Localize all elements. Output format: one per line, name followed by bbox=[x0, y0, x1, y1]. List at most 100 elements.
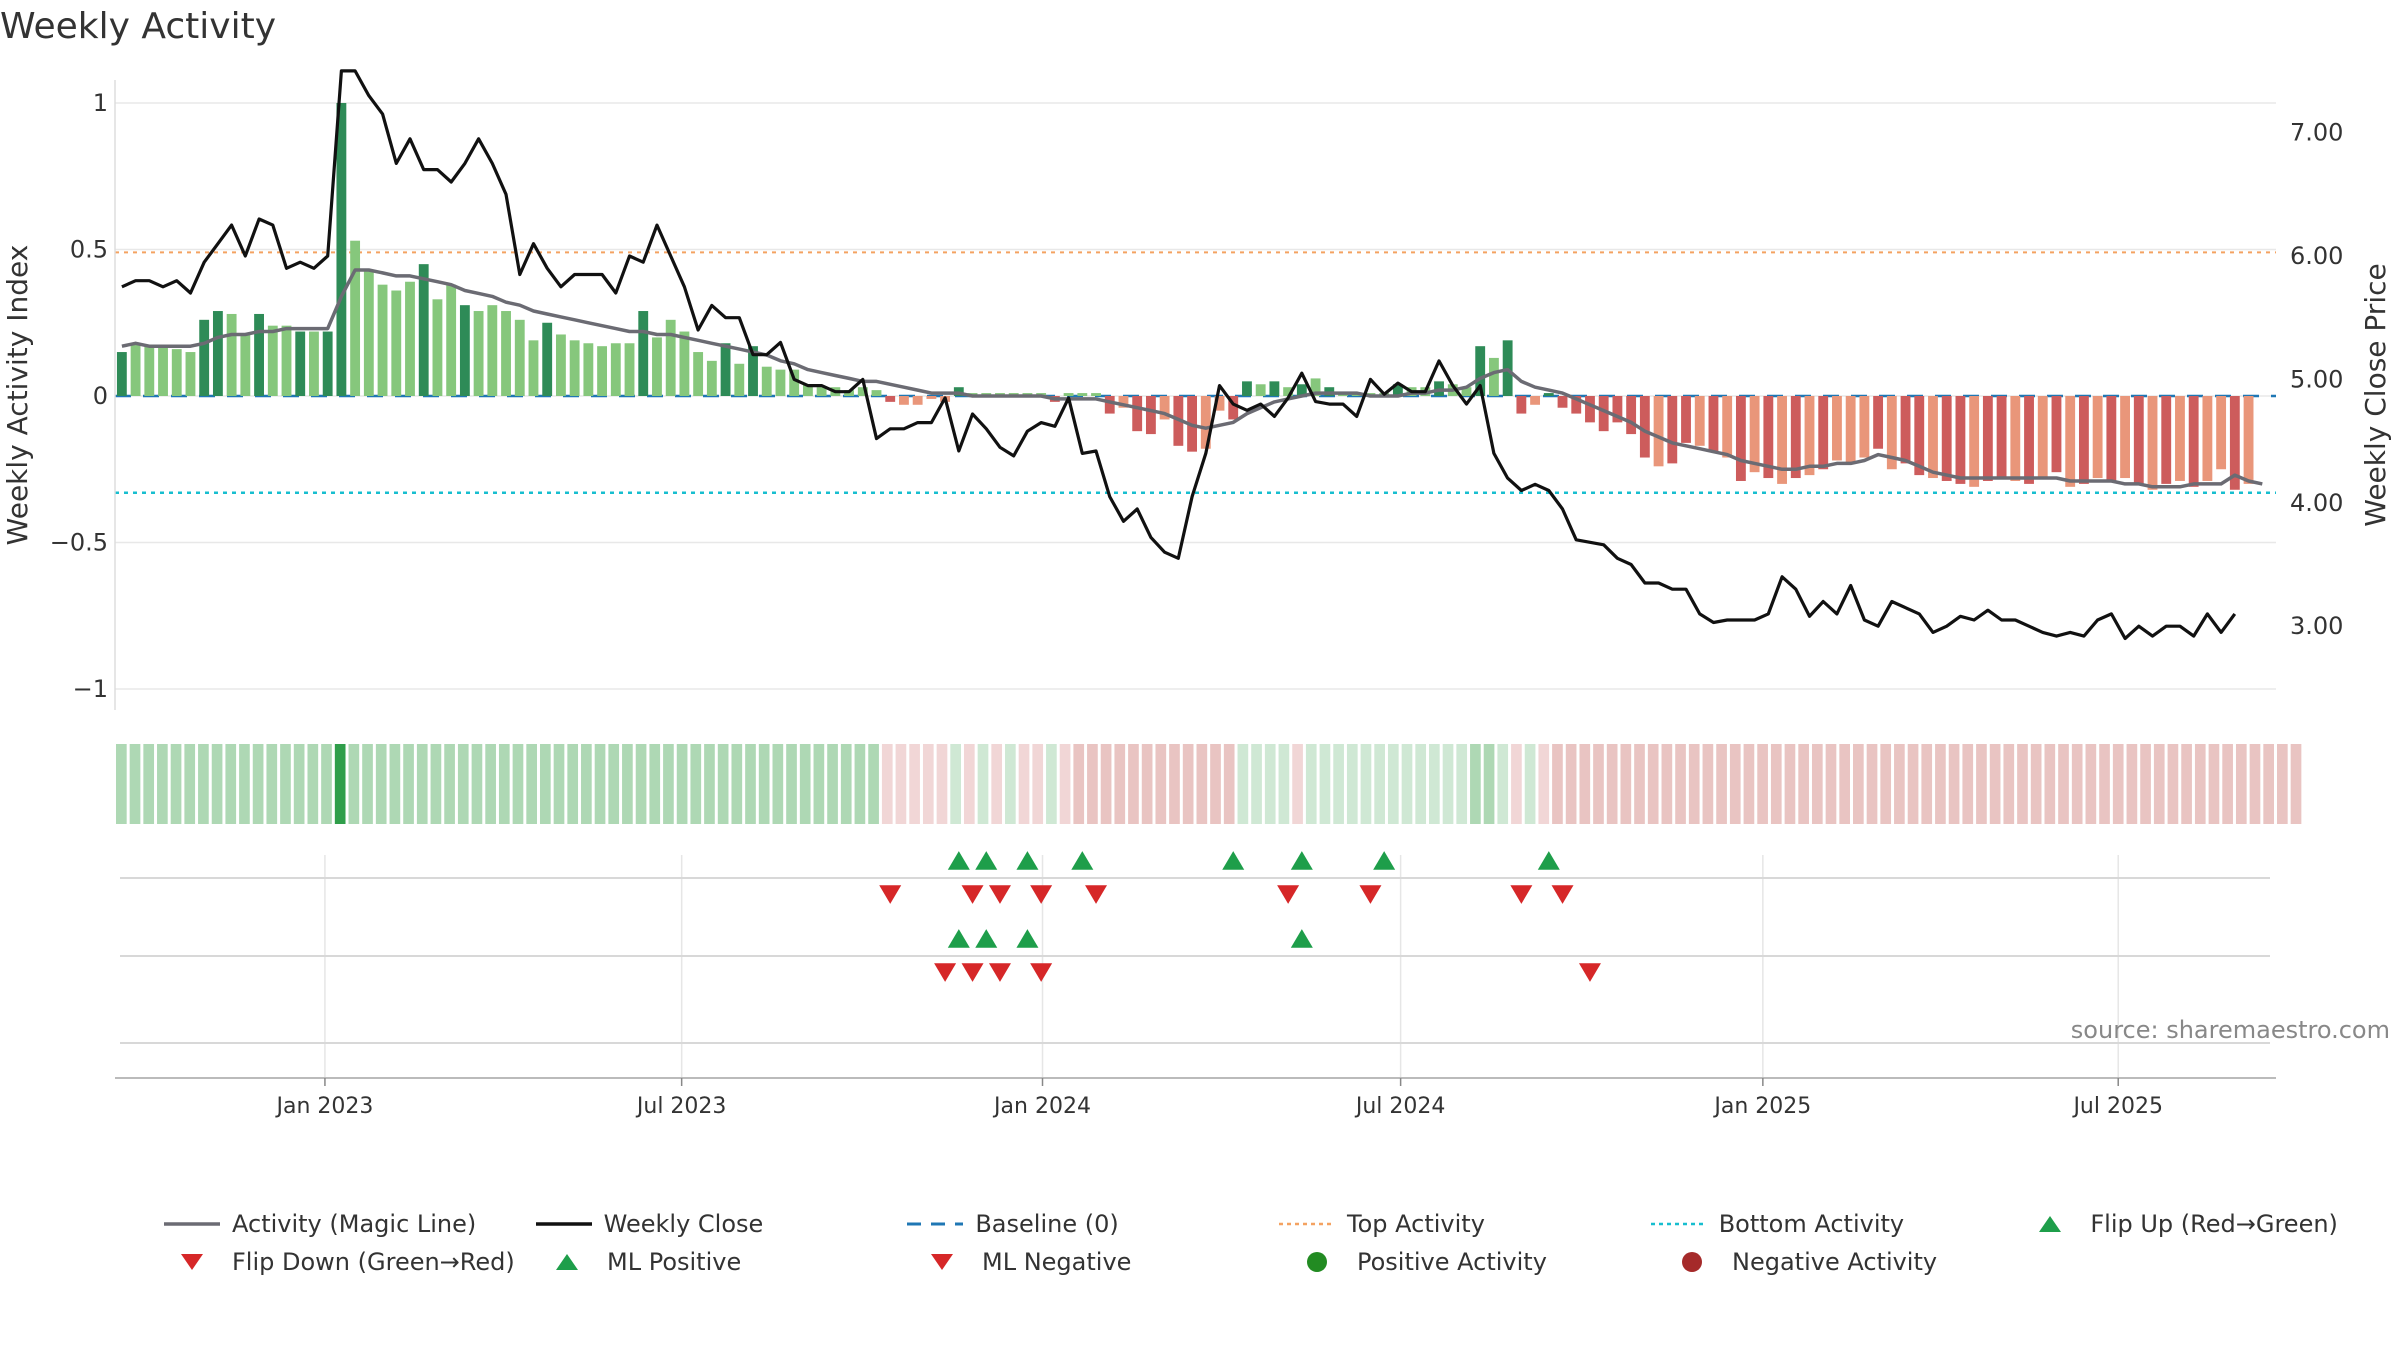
signal-cell bbox=[704, 744, 715, 824]
activity-bar bbox=[2106, 396, 2117, 481]
signal-cell bbox=[526, 744, 537, 824]
activity-bar bbox=[1516, 396, 1527, 414]
dashed-line-icon bbox=[903, 1209, 967, 1239]
activity-bar bbox=[130, 343, 141, 396]
activity-bar bbox=[459, 305, 470, 396]
signal-cell bbox=[1552, 744, 1563, 824]
signal-cell bbox=[799, 744, 811, 824]
activity-bar bbox=[706, 360, 717, 396]
signal-cell bbox=[2167, 744, 2179, 824]
signal-cell bbox=[1866, 744, 1878, 824]
signal-cell bbox=[2140, 744, 2151, 824]
signal-cell bbox=[1169, 744, 1180, 824]
activity-bar bbox=[871, 390, 882, 396]
x-tick-label: Jul 2025 bbox=[2071, 1094, 2163, 1119]
activity-bar bbox=[281, 325, 292, 396]
signal-cell bbox=[649, 744, 661, 824]
signal-cell bbox=[457, 744, 469, 824]
ml-negative-marker bbox=[988, 963, 1011, 982]
activity-bar bbox=[1200, 396, 1211, 449]
signal-cell bbox=[1237, 744, 1249, 824]
signal-cell bbox=[758, 744, 770, 824]
signal-cell bbox=[581, 744, 592, 824]
signal-cell bbox=[1675, 744, 1686, 824]
flip-up-marker bbox=[975, 851, 998, 870]
signal-cell bbox=[348, 744, 360, 824]
legend-row: Activity (Magic Line) Weekly Close Baselin… bbox=[160, 1205, 2390, 1243]
dot-icon bbox=[1285, 1247, 1349, 1277]
activity-bar bbox=[2229, 396, 2240, 490]
activity-bar bbox=[295, 331, 306, 396]
signal-cell bbox=[1251, 744, 1262, 824]
activity-bar bbox=[2175, 396, 2185, 481]
signal-cell bbox=[963, 744, 975, 824]
signal-cell bbox=[2044, 744, 2056, 824]
weekly-close-series bbox=[121, 69, 2237, 641]
signal-cell bbox=[2071, 744, 2083, 824]
activity-bar bbox=[1873, 396, 1884, 449]
activity-bar bbox=[2147, 396, 2158, 490]
ml-negative-marker bbox=[1578, 963, 1601, 982]
signal-cell bbox=[1387, 744, 1399, 824]
signal-cell bbox=[813, 744, 825, 824]
left-tick-label: −0.5 bbox=[50, 529, 108, 557]
signal-cell bbox=[1839, 744, 1851, 824]
signal-cell bbox=[485, 744, 496, 824]
right-tick-label: 6.00 bbox=[2290, 242, 2343, 270]
signal-cell bbox=[1538, 744, 1550, 824]
activity-bar bbox=[185, 352, 196, 396]
activity-bars bbox=[116, 103, 2254, 490]
activity-bar bbox=[1735, 396, 1746, 481]
signal-cell bbox=[1565, 744, 1577, 824]
activity-bar bbox=[1832, 396, 1842, 461]
ml-negative-marker bbox=[934, 963, 957, 982]
signal-cell bbox=[1032, 744, 1044, 824]
signal-cell bbox=[307, 744, 319, 824]
legend-row: Flip Down (Green→Red) ML Positive ML Negat… bbox=[160, 1243, 2390, 1281]
signal-cell bbox=[1921, 744, 1933, 824]
activity-bar bbox=[1461, 387, 1472, 396]
activity-bar bbox=[597, 346, 608, 396]
activity-bar bbox=[1269, 381, 1280, 396]
signal-cell bbox=[731, 744, 743, 824]
signal-cell bbox=[539, 744, 551, 824]
left-tick-label: 0.5 bbox=[70, 236, 108, 264]
signal-cell bbox=[444, 744, 455, 824]
signal-cell bbox=[1688, 744, 1700, 824]
activity-bar bbox=[542, 322, 553, 396]
legend-item: Positive Activity bbox=[1285, 1247, 1660, 1277]
flip-down-marker bbox=[1277, 885, 1300, 904]
signal-cell bbox=[116, 744, 127, 824]
signal-cell bbox=[1620, 744, 1632, 824]
activity-bar bbox=[116, 352, 127, 396]
legend-label: ML Negative bbox=[982, 1248, 1132, 1276]
activity-bar bbox=[240, 334, 251, 396]
signal-cell bbox=[895, 744, 907, 824]
signal-cell bbox=[2030, 744, 2042, 824]
magic-line-series bbox=[121, 268, 2263, 489]
flip-down-marker bbox=[1085, 885, 1108, 904]
x-tick-label: Jul 2024 bbox=[1354, 1094, 1446, 1119]
signal-cell bbox=[280, 744, 291, 824]
signal-cell bbox=[2222, 744, 2233, 824]
activity-bar bbox=[144, 346, 155, 396]
activity-bar bbox=[665, 319, 676, 396]
activity-bar bbox=[158, 346, 168, 396]
activity-bar bbox=[2243, 396, 2254, 484]
activity-bar bbox=[1530, 396, 1541, 405]
signal-cell bbox=[1511, 744, 1522, 824]
signal-cell bbox=[1907, 744, 1919, 824]
activity-bar bbox=[1790, 396, 1801, 479]
activity-bar bbox=[1283, 387, 1294, 396]
activity-bar bbox=[748, 346, 758, 396]
signal-cell bbox=[1374, 744, 1385, 824]
legend-item: Baseline (0) bbox=[903, 1209, 1275, 1239]
signal-cell bbox=[1114, 744, 1126, 824]
signal-cell bbox=[1593, 744, 1604, 824]
flip-down-marker bbox=[961, 885, 984, 904]
signal-cell bbox=[2003, 744, 2015, 824]
activity-bar bbox=[2051, 396, 2062, 473]
signal-cell bbox=[922, 744, 934, 824]
activity-bar bbox=[309, 331, 319, 396]
ml-positive-marker bbox=[947, 929, 970, 948]
